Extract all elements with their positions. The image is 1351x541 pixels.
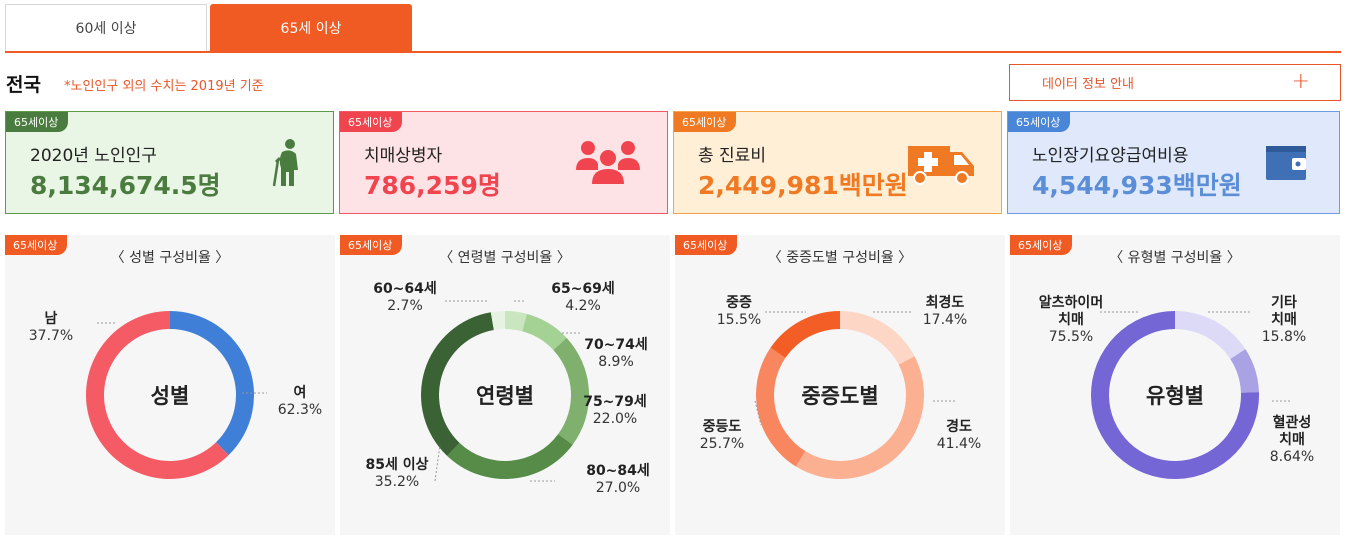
slice-value-label: 2.7% — [387, 298, 423, 314]
ambulance-icon — [908, 146, 974, 185]
slice-name-label: 남 — [45, 310, 58, 327]
panel-badge: 65세이상 — [340, 235, 403, 255]
pie-slice[interactable] — [553, 337, 589, 445]
pie-slice[interactable] — [1230, 349, 1259, 393]
card-badge: 65세이상 — [6, 112, 69, 132]
panel-badge: 65세이상 — [5, 235, 68, 255]
slice-value-label: 25.7% — [700, 436, 744, 452]
slice-value-label: 15.8% — [1262, 329, 1306, 345]
slice-name-label: 70~74세 — [584, 337, 648, 353]
slice-name-label: 75~79세 — [583, 394, 647, 410]
data-info-button-label: 데이터 정보 안내 — [1042, 77, 1134, 92]
chart-title: 〈 유형별 구성비율 〉 — [1109, 250, 1241, 266]
slice-name-label: 기타 — [1271, 295, 1297, 311]
slice-value-label: 35.2% — [375, 474, 419, 490]
donut-center-label: 연령별 — [476, 384, 534, 408]
slice-name-label: 65~69세 — [551, 281, 615, 297]
donut-center-label: 성별 — [151, 384, 190, 408]
slice-name-label: 치매 — [1279, 432, 1305, 448]
slice-value-label: 22.0% — [593, 411, 637, 427]
pie-slice[interactable] — [447, 434, 573, 479]
slice-name-label: 중증 — [726, 295, 752, 311]
card-elderly-population: 65세이상 2020년 노인인구 8,134,674.5명 — [5, 111, 334, 214]
pie-slice[interactable] — [490, 311, 505, 330]
donut-chart: 성별 남37.7% 여62.3% — [29, 310, 322, 479]
panel-severity-ratio: 65세이상 〈 중증도별 구성비율 〉 중증도별 최경도 17.4% 경도 41.4% 중… — [675, 235, 1005, 535]
card-badge: 65세이상 — [674, 112, 737, 132]
chart-title: 〈 중증도별 구성비율 〉 — [767, 250, 913, 266]
data-year-note: *노인인구 외의 수치는 2019년 기준 — [64, 79, 264, 94]
card-value: 786,259명 — [364, 171, 501, 200]
pie-slice[interactable] — [840, 311, 915, 365]
pie-slice[interactable] — [770, 311, 840, 358]
slice-name-label: 알츠하이머 — [1039, 294, 1103, 311]
slice-name-label: 80~84세 — [586, 463, 650, 479]
chart-title: 〈 연령별 구성비율 〉 — [439, 250, 571, 266]
panel-type-ratio: 65세이상 〈 유형별 구성비율 〉 유형별 기타 치매 15.8% 혈관성 치매 8.64… — [1010, 235, 1340, 535]
pie-slice[interactable] — [1175, 311, 1246, 359]
region-title: 전국 — [6, 74, 41, 96]
donut-center-label: 유형별 — [1146, 384, 1204, 408]
card-long-term-care-cost: 65세이상 노인장기요양급여비용 4,544,933백만원 — [1007, 111, 1340, 214]
leader-line — [434, 444, 441, 482]
card-label: 총 진료비 — [698, 146, 766, 166]
tab-65-plus[interactable]: 65세 이상 — [210, 4, 412, 51]
chart-title: 〈 성별 구성비율 〉 — [110, 250, 230, 266]
card-badge: 65세이상 — [340, 112, 403, 132]
panel-age-ratio: 65세이상 〈 연령별 구성비율 〉 연령별 65~69세 4.2% 70~74세 8.… — [340, 235, 670, 535]
slice-name-label: 최경도 — [926, 294, 965, 311]
plus-icon: + — [1291, 69, 1310, 94]
pie-slice[interactable] — [170, 311, 254, 456]
slice-name-label: 치매 — [1058, 312, 1084, 328]
card-total-medical-cost: 65세이상 총 진료비 2,449,981백만원 — [673, 111, 1002, 214]
slice-name-label: 경도 — [946, 418, 972, 435]
donut-center-label: 중증도별 — [801, 384, 878, 408]
leader-line — [754, 400, 762, 426]
slice-name-label: 85세 이상 — [366, 456, 429, 473]
slice-value-label: 41.4% — [937, 436, 981, 452]
slice-value-label: 17.4% — [923, 312, 967, 328]
card-dementia-patients: 65세이상 치매상병자 786,259명 — [339, 111, 668, 214]
pie-slice[interactable] — [505, 311, 527, 332]
elderly-person-icon — [272, 139, 298, 187]
slice-name-label: 여 — [294, 384, 307, 401]
card-label: 노인장기요양급여비용 — [1032, 146, 1189, 166]
pie-slice[interactable] — [756, 347, 806, 467]
pie-slice[interactable] — [85, 311, 229, 479]
tab-bar: 60세 이상 65세 이상 — [5, 4, 1341, 53]
slice-name-label: 혈관성 — [1273, 414, 1312, 431]
pie-slice[interactable] — [421, 312, 494, 456]
slice-value-label: 37.7% — [29, 328, 73, 344]
slice-value-label: 15.5% — [717, 312, 761, 328]
people-group-icon — [576, 141, 640, 184]
card-label: 2020년 노인인구 — [30, 146, 157, 166]
card-value: 2,449,981백만원 — [698, 171, 908, 200]
card-value: 8,134,674.5명 — [30, 171, 221, 200]
slice-value-label: 8.64% — [1270, 449, 1314, 465]
pie-slice[interactable] — [522, 313, 567, 351]
slice-name-label: 중등도 — [703, 419, 742, 435]
slice-value-label: 4.2% — [565, 298, 601, 314]
panel-badge: 65세이상 — [675, 235, 738, 255]
card-value: 4,544,933백만원 — [1032, 171, 1242, 200]
slice-value-label: 27.0% — [596, 480, 640, 496]
card-badge: 65세이상 — [1008, 112, 1071, 132]
slice-name-label: 치매 — [1271, 312, 1297, 328]
pie-slice[interactable] — [795, 356, 924, 479]
wallet-icon — [1266, 146, 1306, 180]
slice-value-label: 62.3% — [278, 402, 322, 418]
slice-name-label: 60~64세 — [373, 281, 437, 297]
panel-gender-ratio: 65세이상 〈 성별 구성비율 〉 성별 남 37.7% 여 62.3% — [5, 235, 335, 535]
tab-60-plus[interactable]: 60세 이상 — [5, 4, 207, 51]
slice-value-label: 8.9% — [598, 354, 634, 370]
panel-badge: 65세이상 — [1010, 235, 1073, 255]
slice-value-label: 75.5% — [1049, 329, 1093, 345]
data-info-button[interactable]: 데이터 정보 안내 + — [1009, 64, 1341, 101]
card-label: 치매상병자 — [364, 146, 443, 166]
